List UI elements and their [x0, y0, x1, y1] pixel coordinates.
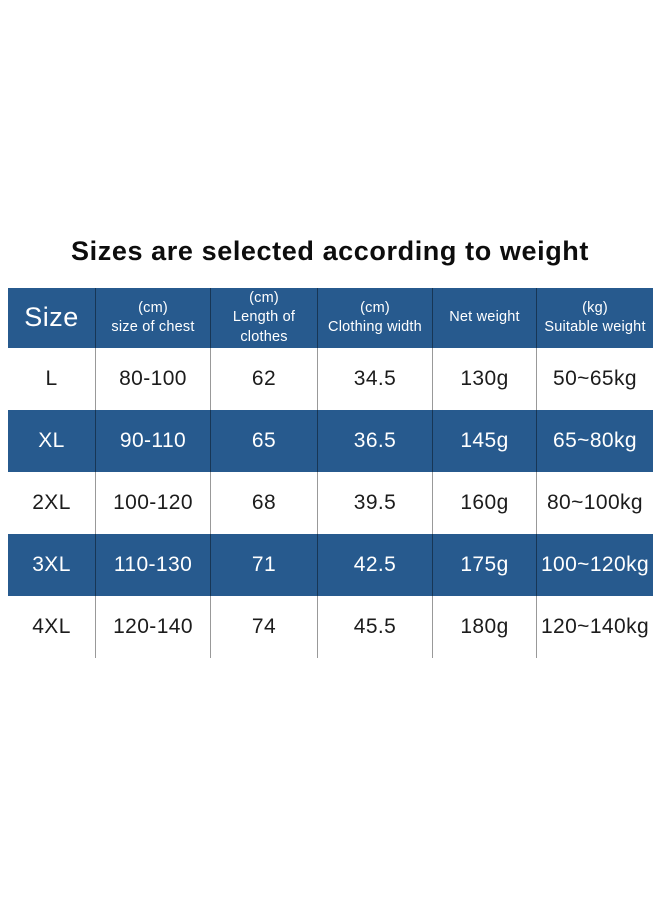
table-cell: 130g [433, 348, 537, 410]
table-cell: 65 [211, 410, 318, 472]
table-row-4XL: 4XL 120-140 74 45.5 180g 120~140kg [8, 596, 653, 658]
size-chart-table: Size (cm) size of chest (cm) Length of c… [8, 288, 653, 658]
table-cell: L [8, 348, 96, 410]
header-line: (cm) [249, 290, 279, 307]
table-cell: 36.5 [318, 410, 433, 472]
header-cell-net-weight: Net weight [433, 288, 537, 348]
table-cell: 180g [433, 596, 537, 658]
table-cell: 100~120kg [540, 553, 650, 577]
table-cell: 74 [211, 596, 318, 658]
table-cell: 100-120 [96, 472, 211, 534]
table-cell: 175g [433, 534, 537, 596]
table-cell: 45.5 [318, 596, 433, 658]
table-header-row: Size (cm) size of chest (cm) Length of c… [8, 288, 653, 348]
header-cell-size: Size [8, 288, 96, 348]
table-cell: 4XL [8, 596, 96, 658]
table-row-2XL: 2XL 100-120 68 39.5 160g 80~100kg [8, 472, 653, 534]
table-row-3XL: 3XL 110-130 71 42.5 175g 100~120kg [8, 534, 653, 596]
table-cell: 65~80kg [553, 429, 637, 453]
header-line: Clothing width [328, 319, 422, 335]
table-cell: 71 [211, 534, 318, 596]
header-label-size: Size [24, 302, 79, 333]
header-cell-chest: (cm) size of chest [96, 288, 211, 348]
table-cell: 80-100 [96, 348, 211, 410]
table-row-L: L 80-100 62 34.5 130g 50~65kg [8, 348, 653, 410]
header-line: size of chest [111, 319, 195, 335]
table-cell: 50~65kg [553, 367, 637, 391]
header-line: (kg) [582, 299, 608, 316]
table-cell: 42.5 [318, 534, 433, 596]
header-line: Suitable weight [544, 319, 646, 335]
table-cell: 90-110 [96, 410, 211, 472]
table-cell: 2XL [8, 472, 96, 534]
header-line: (cm) [138, 299, 168, 316]
header-line: (cm) [360, 299, 390, 316]
header-cell-length: (cm) Length of clothes [211, 288, 318, 348]
table-cell: 120~140kg [540, 615, 650, 639]
page-title: Sizes are selected according to weight [71, 236, 589, 266]
table-cell: 34.5 [318, 348, 433, 410]
table-cell: 3XL [8, 534, 96, 596]
table-cell: 145g [433, 410, 537, 472]
table-cell: 80~100kg [546, 491, 644, 515]
header-cell-width: (cm) Clothing width [318, 288, 433, 348]
table-cell: 62 [211, 348, 318, 410]
table-cell: 160g [433, 472, 537, 534]
header-line: clothes [240, 328, 288, 345]
header-line: Length of [232, 309, 296, 326]
table-cell: 68 [211, 472, 318, 534]
table-cell: 110-130 [96, 534, 211, 596]
table-cell: XL [8, 410, 96, 472]
header-line: Net weight [449, 309, 520, 326]
header-cell-suitable-weight: (kg) Suitable weight [537, 288, 653, 348]
table-cell: 120-140 [96, 596, 211, 658]
table-cell: 39.5 [318, 472, 433, 534]
table-row-XL: XL 90-110 65 36.5 145g 65~80kg [8, 410, 653, 472]
